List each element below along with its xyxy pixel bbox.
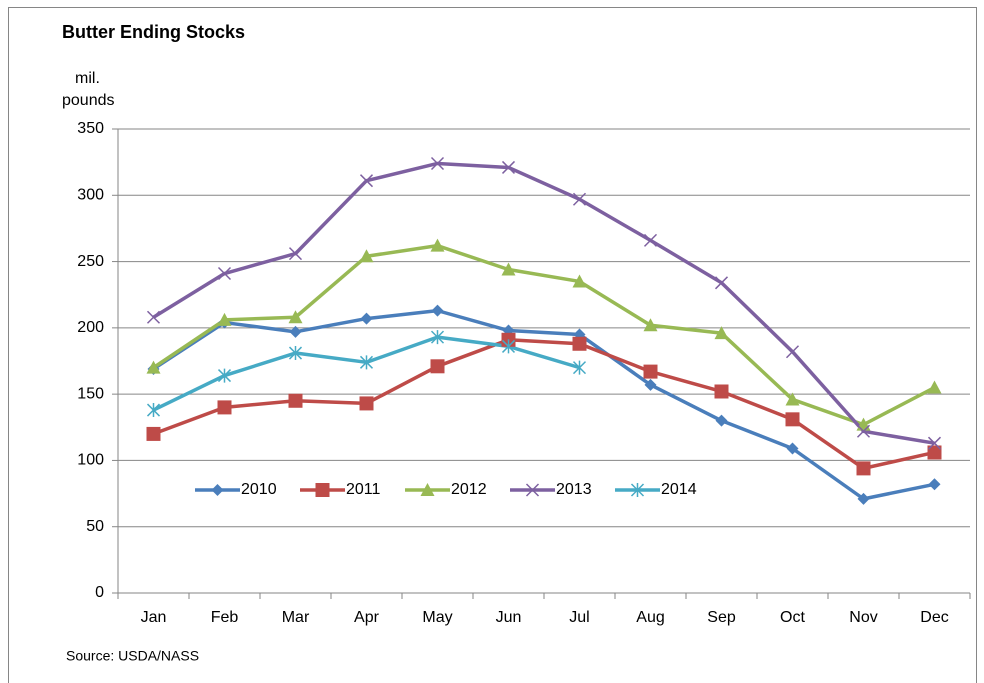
marker xyxy=(714,276,729,290)
marker xyxy=(786,442,799,455)
marker xyxy=(430,238,445,252)
marker xyxy=(856,461,871,476)
x-tick-label: Jun xyxy=(496,609,522,626)
marker xyxy=(572,360,587,375)
y-tick-label: 0 xyxy=(95,584,104,601)
marker xyxy=(714,326,729,340)
x-tick-label: Apr xyxy=(354,609,380,626)
marker xyxy=(289,325,302,338)
legend-label: 2011 xyxy=(346,481,381,498)
marker xyxy=(501,339,516,354)
y-tick-label: 200 xyxy=(77,319,104,336)
marker xyxy=(360,312,373,325)
marker xyxy=(146,360,161,374)
chart-title: Butter Ending Stocks xyxy=(62,22,245,42)
marker xyxy=(146,310,161,324)
series-line xyxy=(152,161,935,445)
marker xyxy=(217,400,232,415)
marker xyxy=(359,249,374,263)
marker xyxy=(572,192,587,206)
x-tick-label: Sep xyxy=(707,609,736,626)
x-tick-label: Nov xyxy=(849,609,877,626)
marker xyxy=(288,393,303,408)
marker xyxy=(359,174,374,188)
marker xyxy=(217,368,232,383)
legend-label: 2010 xyxy=(241,481,277,498)
chart-frame xyxy=(8,7,977,683)
marker xyxy=(315,483,330,497)
x-tick-label: Oct xyxy=(780,609,805,626)
x-tick-label: Mar xyxy=(282,609,310,626)
marker xyxy=(572,336,587,351)
x-tick-label: Dec xyxy=(920,609,948,626)
y-tick-label: 50 xyxy=(86,518,104,535)
marker xyxy=(715,414,728,427)
marker xyxy=(857,492,870,505)
marker xyxy=(928,478,941,491)
marker xyxy=(785,392,800,406)
marker xyxy=(643,318,658,332)
y-tick-label: 350 xyxy=(77,120,104,137)
x-tick-label: Jan xyxy=(141,609,167,626)
marker xyxy=(785,345,800,359)
marker xyxy=(431,304,444,317)
marker xyxy=(927,445,942,460)
marker xyxy=(643,233,658,247)
source-note: Source: USDA/NASS xyxy=(66,648,199,664)
y-tick-label: 150 xyxy=(77,385,104,402)
marker xyxy=(359,355,374,370)
x-tick-label: Aug xyxy=(636,609,664,626)
marker xyxy=(217,312,232,326)
y-tick-label: 300 xyxy=(77,187,104,204)
x-tick-label: Feb xyxy=(211,609,239,626)
legend-label: 2012 xyxy=(451,481,487,498)
x-tick-label: Jul xyxy=(569,609,589,626)
y-axis-label: pounds xyxy=(62,92,115,109)
marker xyxy=(927,380,942,394)
marker xyxy=(211,484,224,496)
marker xyxy=(856,424,871,438)
marker xyxy=(630,483,645,497)
marker xyxy=(525,483,540,497)
marker xyxy=(430,359,445,374)
marker xyxy=(501,262,516,276)
marker xyxy=(785,412,800,427)
marker xyxy=(927,436,942,450)
series-line xyxy=(152,308,935,501)
marker xyxy=(146,426,161,441)
marker xyxy=(288,247,303,261)
marker xyxy=(420,483,435,496)
marker xyxy=(146,403,161,418)
x-tick-label: May xyxy=(422,609,452,626)
legend-label: 2014 xyxy=(661,481,697,498)
marker xyxy=(644,378,657,391)
series-line xyxy=(152,243,936,427)
y-tick-label: 250 xyxy=(77,253,104,270)
marker xyxy=(501,160,516,174)
series-line xyxy=(152,338,935,471)
marker xyxy=(714,384,729,399)
marker xyxy=(359,396,374,411)
marker xyxy=(288,310,303,324)
marker xyxy=(288,346,303,361)
y-axis-label: mil. xyxy=(75,70,100,87)
marker xyxy=(643,364,658,379)
y-tick-label: 100 xyxy=(77,452,104,469)
marker xyxy=(430,156,445,170)
legend-label: 2013 xyxy=(556,481,592,498)
marker xyxy=(572,274,587,288)
marker xyxy=(430,330,445,345)
marker xyxy=(217,266,232,281)
